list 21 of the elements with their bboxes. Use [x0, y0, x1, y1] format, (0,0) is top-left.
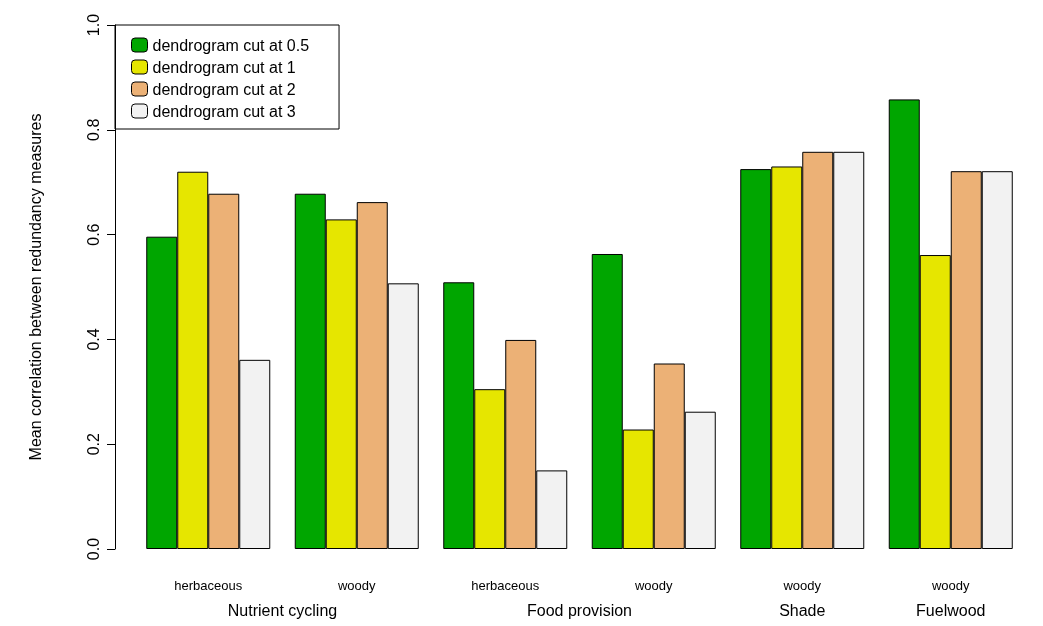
y-tick-label: 1.0: [84, 13, 102, 37]
x-tick-label: herbaceous: [471, 578, 540, 593]
y-tick-label: 0.2: [84, 432, 102, 456]
text: Fuelwood: [916, 601, 986, 619]
x-tick-label: herbaceous: [174, 578, 243, 593]
x-tick-label: woody: [336, 578, 377, 593]
y-axis-title: Mean correlation between redundancy measures: [26, 113, 44, 461]
x-tick-label: woody: [633, 578, 674, 593]
x-tick-label: woody: [930, 578, 971, 593]
text: Shade: [779, 601, 826, 619]
legend-label: dendrogram cut at 0.5: [152, 36, 310, 54]
y-tick-label: 0.6: [84, 223, 102, 246]
legend-label: dendrogram cut at 1: [152, 58, 296, 76]
legend-label: dendrogram cut at 2: [152, 80, 296, 98]
y-tick-label: 0.4: [84, 328, 102, 351]
y-tick-label: 0.8: [84, 118, 102, 141]
text: Food provision: [527, 601, 632, 619]
x-tick-label: woody: [782, 578, 822, 593]
legend-label: dendrogram cut at 3: [152, 102, 296, 120]
text: Nutrient cycling: [227, 601, 338, 619]
y-tick-label: 0.0: [84, 537, 102, 561]
